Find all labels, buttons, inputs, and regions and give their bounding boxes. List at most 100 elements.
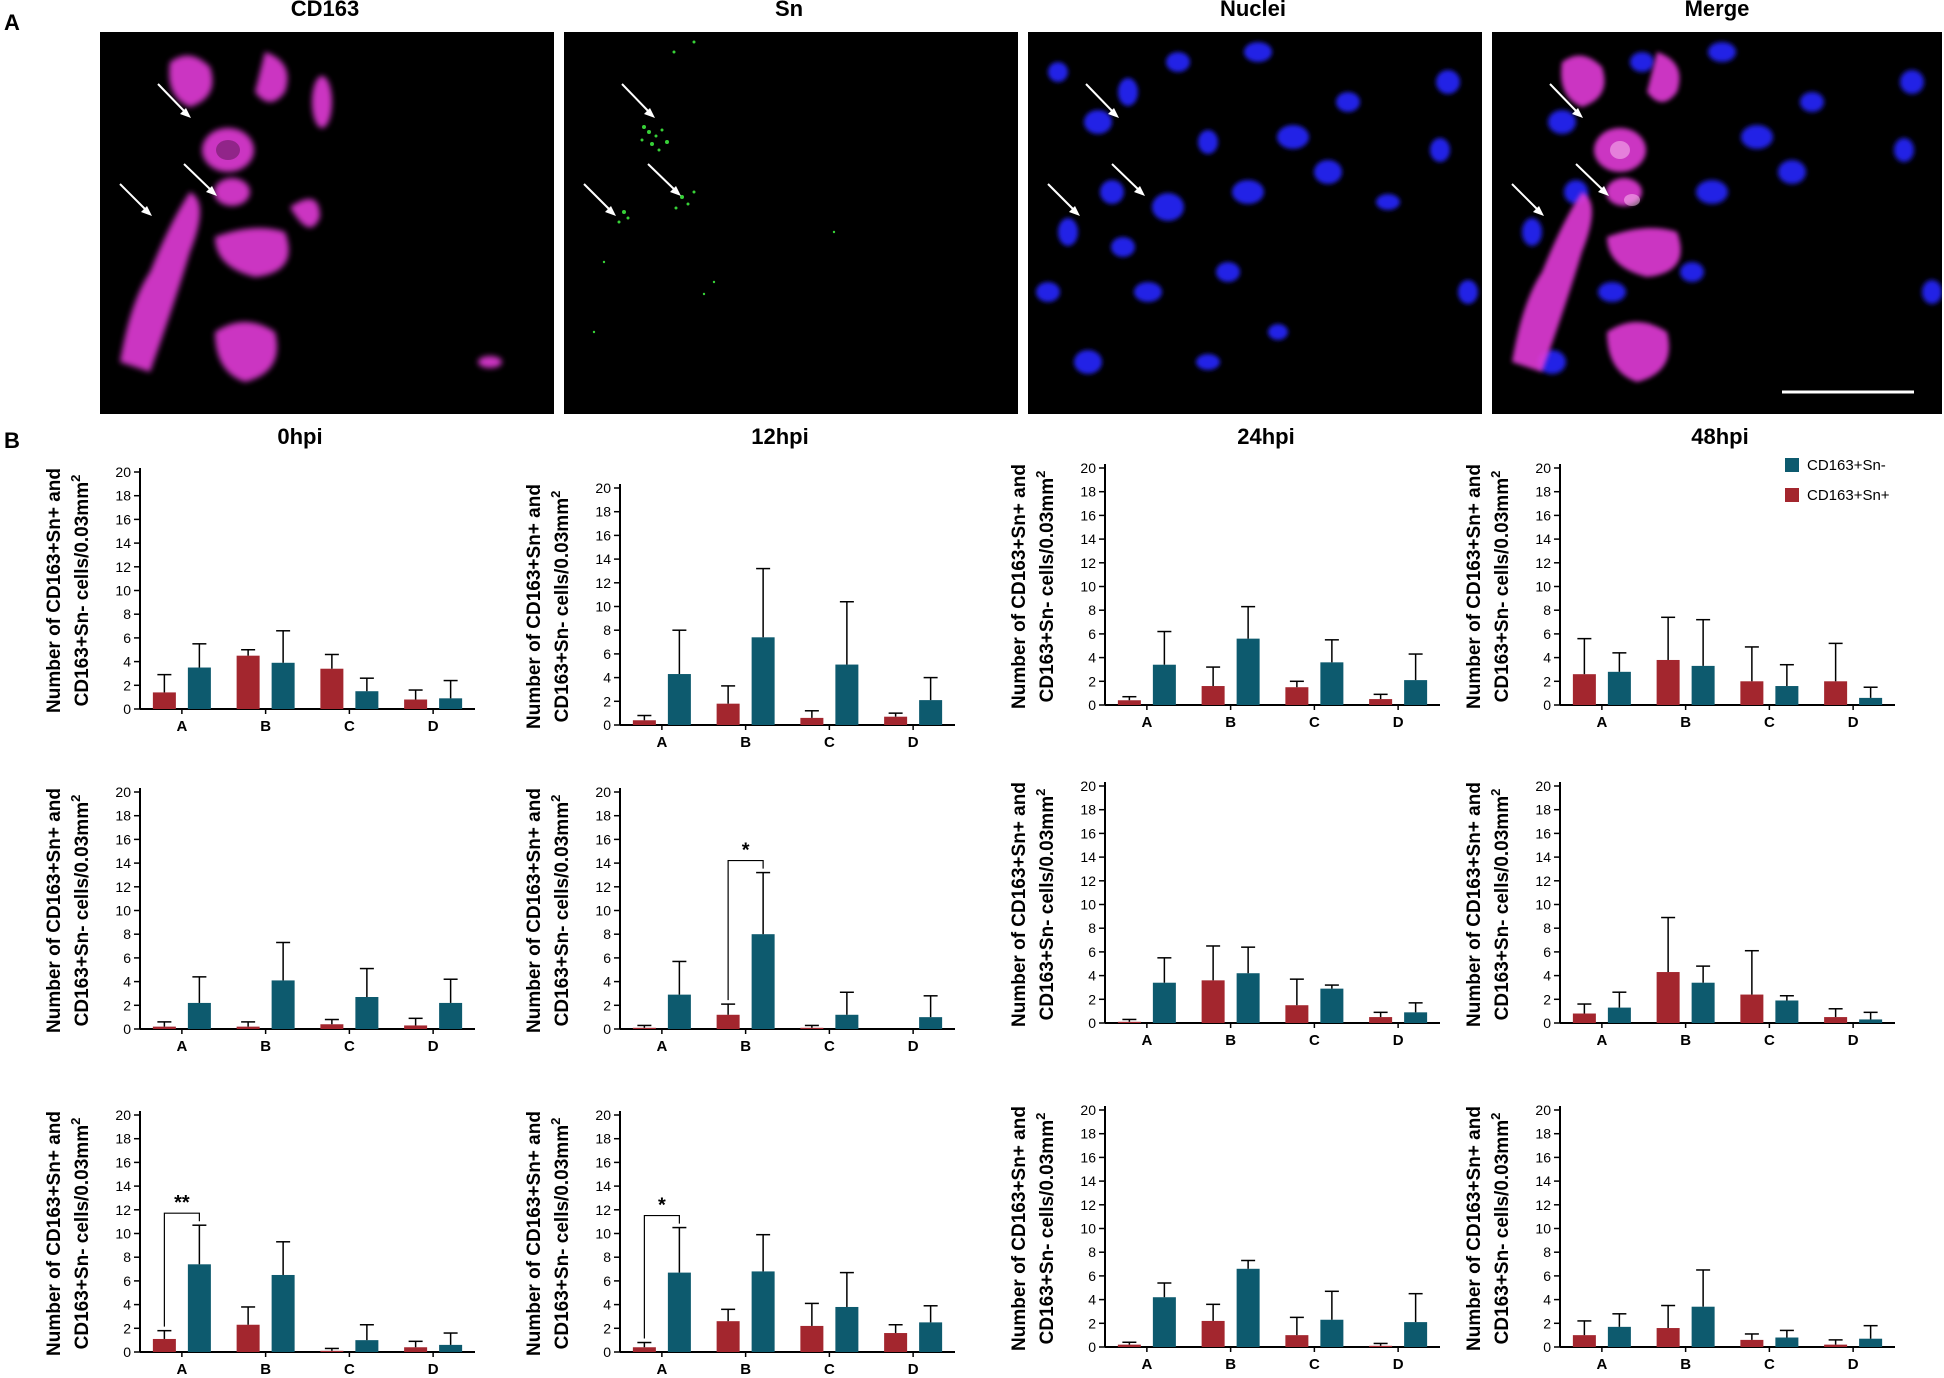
y-tick-label: 2 (123, 677, 131, 693)
bar-pos-D (1824, 681, 1848, 705)
bar-pos-C (800, 1027, 824, 1029)
col-title-12hpi: 12hpi (751, 424, 809, 449)
y-tick-label: 10 (115, 583, 131, 599)
y-tick-label: 2 (1543, 991, 1551, 1007)
bar-neg-D (1404, 1012, 1428, 1023)
y-tick-label: 20 (595, 1107, 611, 1123)
y-tick-label: 20 (115, 464, 131, 480)
y-tick-label: 12 (115, 879, 131, 895)
y-tick-label: 12 (1080, 873, 1096, 889)
micrograph-cd163 (100, 32, 554, 414)
y-axis-label-superscript: 2 (1033, 789, 1048, 796)
y-axis-label-line2: CD163+Sn- cells/0.03mm2 (548, 1118, 573, 1350)
bar-pos-D (404, 699, 428, 709)
bar-neg-D (919, 1017, 943, 1029)
significance-bracket (727, 859, 764, 1001)
y-tick-label: 8 (123, 926, 131, 942)
bar-neg-B (271, 980, 295, 1029)
x-tick-label: C (1309, 1032, 1320, 1049)
significance-label: * (658, 1195, 666, 1217)
y-tick-label: 18 (1535, 484, 1551, 500)
y-axis-label-line2: CD163+Sn- cells/0.03mm2 (68, 795, 93, 1027)
bar-neg-C (1320, 1319, 1344, 1347)
bar-pos-C (1285, 1005, 1309, 1023)
x-tick-label: C (824, 1038, 835, 1055)
y-tick-label: 14 (1535, 849, 1551, 865)
col-title-0hpi: 0hpi (277, 424, 323, 449)
bar-pos-B (1656, 1328, 1680, 1347)
x-tick-label: C (344, 1038, 355, 1055)
bar-pos-A (152, 1338, 176, 1352)
y-tick-label: 16 (1535, 507, 1551, 523)
micrograph-sn (564, 32, 1018, 414)
y-tick-label: 6 (1088, 944, 1096, 960)
legend-swatch-sn-pos (1785, 488, 1799, 502)
bar-pos-C (1740, 1339, 1764, 1347)
y-tick-label: 18 (115, 488, 131, 504)
y-tick-label: 20 (1535, 1102, 1551, 1118)
bar-pos-D (1369, 1345, 1393, 1347)
x-tick-label: B (1680, 1356, 1691, 1373)
y-tick-label: 4 (1088, 1292, 1096, 1308)
y-tick-label: 12 (1535, 555, 1551, 571)
chart-7: Number of CD163+Sn+ and CD163+Sn- cells/0… (1464, 778, 1895, 1049)
y-tick-label: 6 (1088, 1268, 1096, 1284)
y-tick-label: 14 (115, 1178, 131, 1194)
y-axis-label-line2: CD163+Sn- cells/0.03mm2 (1033, 789, 1058, 1021)
bar-pos-D (404, 1347, 428, 1352)
bar-neg-C (1775, 686, 1799, 705)
y-tick-label: 2 (1543, 673, 1551, 689)
y-tick-label: 10 (1080, 897, 1096, 913)
y-tick-label: 8 (1088, 1244, 1096, 1260)
y-tick-label: 16 (595, 1154, 611, 1170)
y-tick-label: 6 (1088, 626, 1096, 642)
x-tick-label: D (1848, 714, 1859, 731)
x-tick-label: C (344, 1361, 355, 1378)
x-tick-label: D (428, 718, 439, 735)
bar-neg-B (1691, 665, 1715, 705)
bar-pos-B (1656, 659, 1680, 705)
y-tick-label: 18 (595, 808, 611, 824)
bar-neg-A (1152, 982, 1176, 1023)
chart-2: Number of CD163+Sn+ and CD163+Sn- cells/0… (1009, 460, 1440, 731)
significance-bracket (643, 1214, 680, 1339)
bar-neg-B (1236, 638, 1260, 705)
bar-pos-C (800, 1325, 824, 1352)
bar-pos-C (320, 668, 344, 709)
y-axis-label-line2: CD163+Sn- cells/0.03mm2 (1033, 471, 1058, 703)
significance-label: * (742, 840, 750, 862)
y-axis-label-line1: Number of CD163+Sn+ and (1464, 464, 1485, 709)
col-title-24hpi: 24hpi (1237, 424, 1295, 449)
x-tick-label: D (1848, 1356, 1859, 1373)
y-tick-label: 14 (115, 535, 131, 551)
bar-neg-D (1404, 1322, 1428, 1347)
y-tick-label: 6 (1543, 944, 1551, 960)
legend-label-sn-neg: CD163+Sn- (1807, 456, 1886, 474)
y-tick-label: 14 (1080, 531, 1096, 547)
y-axis-label-line1: Number of CD163+Sn+ and (1009, 464, 1030, 709)
bar-pos-B (236, 1324, 260, 1352)
bar-pos-D (1369, 699, 1393, 705)
y-tick-label: 16 (115, 1154, 131, 1170)
bar-pos-A (152, 1026, 176, 1029)
x-tick-label: A (176, 1038, 187, 1055)
y-tick-label: 0 (1543, 697, 1551, 713)
y-tick-label: 18 (1535, 1126, 1551, 1142)
y-tick-label: 18 (595, 1131, 611, 1147)
y-tick-label: 14 (595, 855, 611, 871)
y-tick-label: 14 (1080, 1173, 1096, 1189)
micro-title-nuclei: Nuclei (1219, 0, 1287, 21)
x-tick-label: B (1225, 714, 1236, 731)
bar-pos-A (632, 1027, 656, 1029)
y-axis-label-line1: Number of CD163+Sn+ and (1464, 1106, 1485, 1351)
y-tick-label: 20 (1535, 460, 1551, 476)
x-tick-label: B (740, 734, 751, 751)
y-axis-label-line1: Number of CD163+Sn+ and (44, 788, 65, 1033)
y-tick-label: 4 (603, 670, 611, 686)
y-tick-label: 6 (1543, 1268, 1551, 1284)
x-tick-label: C (1764, 714, 1775, 731)
bar-pos-D (884, 716, 908, 725)
chart-4: Number of CD163+Sn+ and CD163+Sn- cells/0… (44, 784, 475, 1055)
y-tick-label: 14 (115, 855, 131, 871)
micro-title-sn: Sn (774, 0, 804, 21)
